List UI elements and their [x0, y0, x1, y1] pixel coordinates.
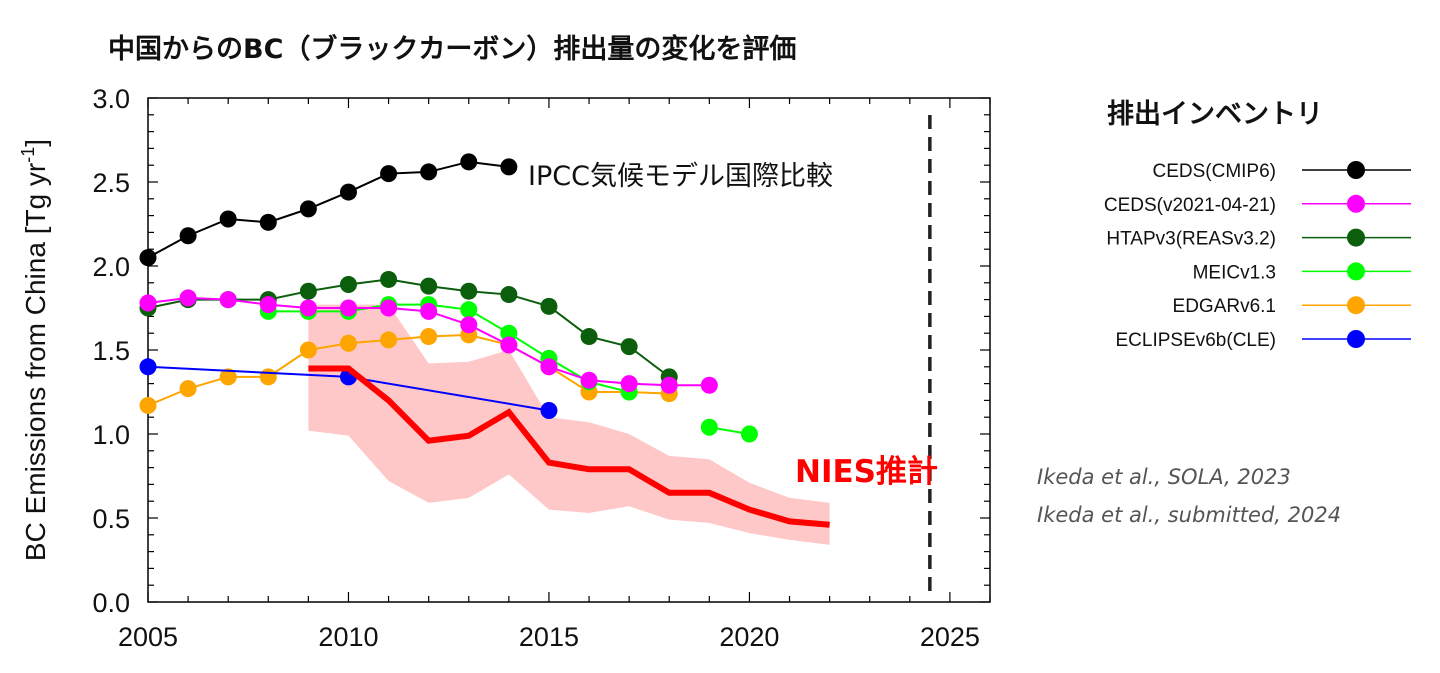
data-point: [540, 358, 558, 376]
data-point: [339, 275, 357, 293]
plot-area: 2005 2010 2015 2020 2025 0.0 0.5 1.0 1.5 2.0 2.5 3.…: [92, 84, 991, 652]
data-point: [500, 336, 518, 354]
data-point: [460, 282, 478, 300]
data-point: [460, 301, 478, 319]
y-tick-label: 0.5: [92, 504, 130, 534]
legend-marker: [1347, 194, 1365, 213]
data-point: [500, 158, 518, 176]
data-point: [339, 334, 357, 352]
data-point: [139, 396, 157, 414]
data-point: [259, 213, 277, 231]
data-point: [500, 324, 518, 342]
y-tick-label: 2.5: [92, 168, 130, 198]
legend-marker: [1347, 296, 1365, 315]
data-point: [540, 401, 558, 419]
data-point: [460, 316, 478, 334]
data-point: [299, 282, 317, 300]
y-tick-label: 1.5: [92, 336, 130, 366]
data-point: [259, 368, 277, 386]
legend: CEDS(CMIP6) CEDS(v2021-04-21) HTAPv3(REASv…: [1104, 161, 1411, 351]
x-tick-label: 2015: [519, 622, 579, 652]
citation-1: Ikeda et al., SOLA, 2023: [1037, 465, 1291, 489]
legend-marker: [1347, 330, 1365, 348]
series-line: [268, 303, 630, 393]
data-point: [380, 299, 398, 317]
data-point: [219, 210, 237, 228]
legend-label: MEICv1.3: [1193, 262, 1276, 283]
y-tick-label: 1.0: [92, 420, 130, 450]
y-axis-title-end: ]: [20, 139, 51, 147]
data-point: [420, 302, 438, 320]
ipcc-annotation: IPCC気候モデル国際比較: [528, 161, 833, 192]
citation-2: Ikeda et al., submitted, 2024: [1037, 503, 1341, 527]
data-point: [700, 376, 718, 394]
legend-title: 排出インベントリ: [1107, 99, 1323, 130]
legend-marker: [1347, 228, 1365, 247]
data-point: [299, 200, 317, 218]
data-point: [219, 291, 237, 309]
y-tick-label: 3.0: [92, 84, 130, 114]
chart-title: 中国からのBC（ブラックカーボン）排出量の変化を評価: [108, 33, 796, 65]
x-tick-label: 2005: [118, 622, 178, 652]
data-point: [139, 294, 157, 312]
x-tick-label: 2020: [719, 622, 779, 652]
data-point: [500, 286, 518, 304]
data-point: [420, 163, 438, 181]
data-point: [179, 289, 197, 307]
legend-label: CEDS(CMIP6): [1152, 161, 1276, 182]
data-point: [339, 299, 357, 317]
data-point: [139, 249, 157, 267]
data-point: [660, 376, 678, 394]
series-line: [147, 160, 509, 259]
data-point: [299, 341, 317, 359]
data-point: [339, 183, 357, 201]
y-axis-title-main: BC Emissions from China [Tg yr: [20, 163, 51, 561]
data-point: [700, 418, 718, 436]
data-point: [179, 227, 197, 245]
nies-annotation: NIES推計: [795, 454, 938, 490]
legend-marker: [1347, 262, 1365, 281]
data-point: [380, 165, 398, 183]
data-point: [219, 368, 237, 386]
data-point: [380, 331, 398, 349]
nies-uncertainty-band: [308, 304, 830, 545]
y-tick-label: 0.0: [92, 588, 130, 618]
y-tick-label: 2.0: [92, 252, 130, 282]
data-point: [620, 375, 638, 393]
data-point: [740, 425, 758, 443]
x-tick-label: 2025: [920, 622, 980, 652]
data-point: [259, 296, 277, 314]
data-point: [620, 338, 638, 356]
data-point: [380, 270, 398, 288]
legend-label: CEDS(v2021-04-21): [1104, 195, 1276, 216]
legend-label: ECLIPSEv6b(CLE): [1115, 330, 1276, 351]
x-tick-label: 2010: [318, 622, 378, 652]
nies-estimate-line: [308, 365, 830, 528]
data-point: [420, 328, 438, 346]
legend-marker: [1347, 161, 1365, 179]
y-axis-title-sup: -1: [18, 147, 38, 163]
data-point: [420, 277, 438, 295]
legend-label: HTAPv3(REASv3.2): [1106, 229, 1276, 250]
data-point: [299, 299, 317, 317]
data-point: [580, 328, 598, 346]
legend-label: EDGARv6.1: [1173, 296, 1276, 317]
data-point: [580, 371, 598, 389]
data-point: [460, 153, 478, 171]
data-point: [139, 358, 157, 376]
data-point: [179, 380, 197, 398]
data-point: [540, 297, 558, 315]
y-axis-title: BC Emissions from China [Tg yr-1]: [18, 139, 51, 561]
